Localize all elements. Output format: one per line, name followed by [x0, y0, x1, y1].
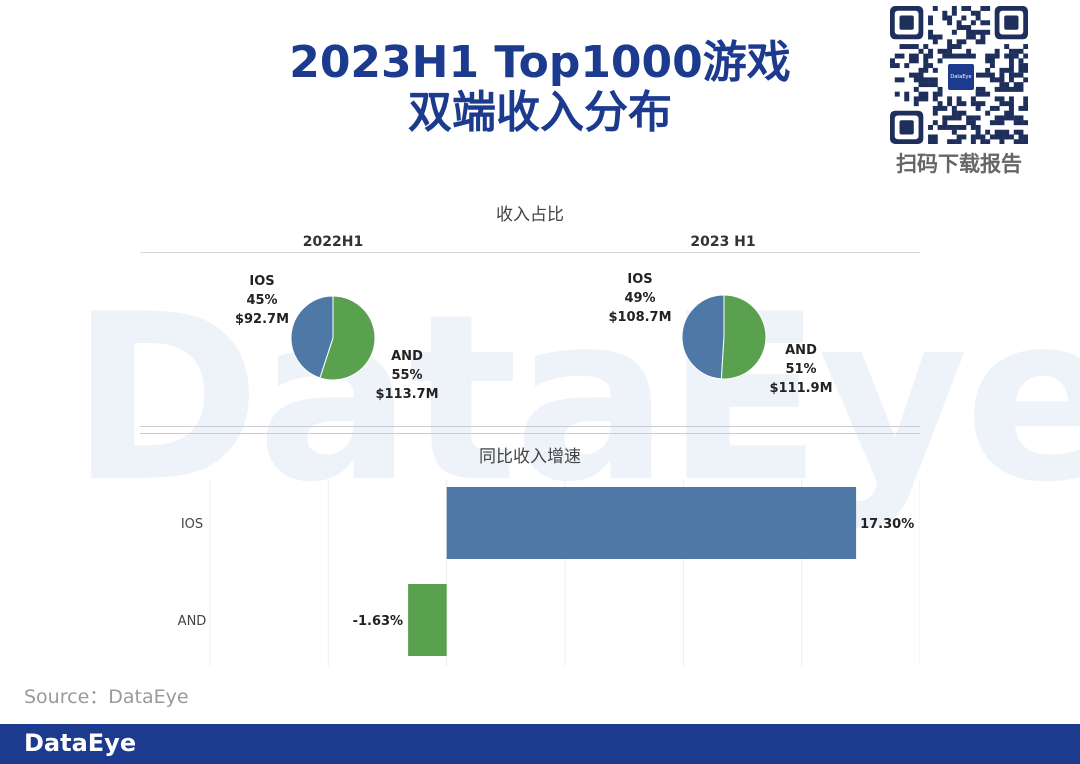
label-value: $92.7M [234, 312, 290, 327]
pie-slice-and [319, 295, 376, 381]
section-divider-bottom [140, 433, 920, 434]
pie-slice-ios [681, 294, 725, 380]
label-name: IOS [627, 272, 653, 287]
label-name: IOS [249, 274, 275, 289]
label-name: AND [785, 343, 817, 358]
section-divider-top [140, 426, 920, 427]
pie-slice-and [720, 294, 767, 380]
bar-value-label: -1.63% [353, 614, 404, 629]
pie-label-2023-and: AND 51% $111.9M [756, 341, 846, 398]
qr-code-pattern [890, 6, 1028, 144]
label-share: 55% [391, 368, 423, 383]
footer-bar: DataEye [0, 724, 1080, 764]
qr-code[interactable]: DataEye [890, 6, 1028, 144]
bar-ios [446, 487, 857, 559]
pie-slice-ios [290, 295, 334, 379]
label-share: 49% [624, 291, 656, 306]
footer-logo: DataEye [24, 729, 137, 757]
label-share: 45% [246, 293, 278, 308]
label-value: $108.7M [608, 310, 672, 325]
bar-category-label: IOS [181, 517, 203, 532]
label-share: 51% [785, 362, 817, 377]
label-value: $113.7M [375, 387, 439, 402]
pie-chart-2022h1 [290, 295, 376, 381]
bar-value-label: 17.30% [860, 517, 914, 532]
pie-label-2022-ios: IOS 45% $92.7M [217, 272, 307, 329]
qr-caption: 扫码下载报告 [896, 152, 1022, 176]
pie-header-divider [140, 252, 920, 253]
label-name: AND [391, 349, 423, 364]
pie-title-2023h1: 2023 H1 [690, 234, 756, 250]
bar-category-label: AND [178, 614, 207, 629]
source-note: Source：DataEye [24, 686, 189, 708]
growth-bar-chart: IOS 17.30% AND -1.63% [178, 480, 920, 666]
pie-label-2022-and: AND 55% $113.7M [362, 347, 452, 404]
page-title: 2023H1 Top1000游戏 双端收入分布 [180, 38, 900, 138]
qr-logo: DataEye [946, 62, 976, 92]
label-value: $111.9M [769, 381, 833, 396]
title-line-2: 双端收入分布 [408, 87, 672, 138]
bar-and [408, 584, 447, 656]
pie-label-2023-ios: IOS 49% $108.7M [595, 270, 685, 327]
title-line-1: 2023H1 Top1000游戏 [289, 37, 791, 88]
growth-section-title: 同比收入增速 [479, 447, 581, 467]
watermark: DataEye [70, 266, 1080, 533]
pie-title-2022h1: 2022H1 [302, 234, 364, 250]
share-section-title: 收入占比 [496, 205, 564, 225]
pie-chart-2023h1 [681, 294, 767, 380]
